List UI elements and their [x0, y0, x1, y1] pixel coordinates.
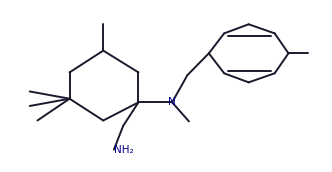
Text: N: N	[168, 97, 176, 107]
Text: NH₂: NH₂	[114, 144, 133, 154]
